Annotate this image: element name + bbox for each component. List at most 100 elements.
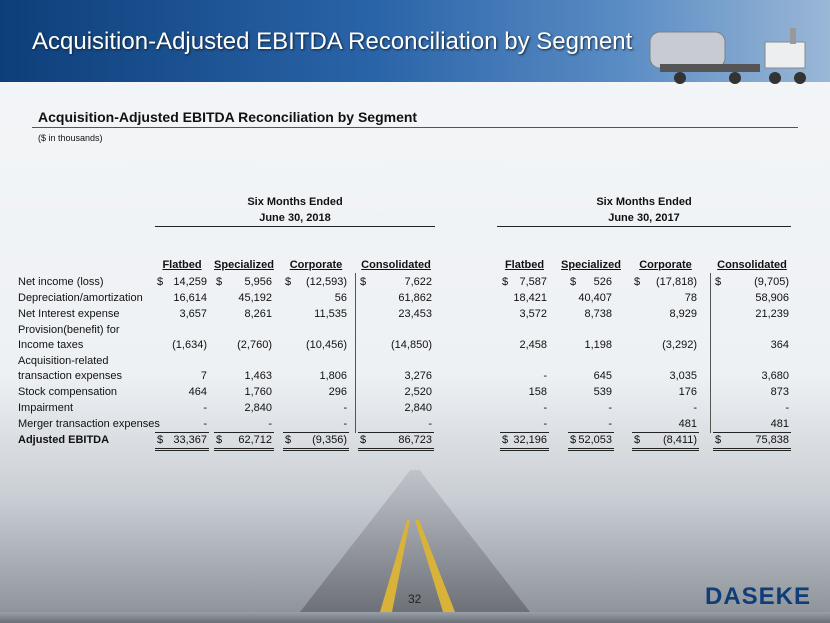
column-divider bbox=[710, 273, 711, 433]
cell-rule bbox=[214, 432, 274, 433]
cell-rule bbox=[568, 432, 614, 433]
cell-value: 32,196 bbox=[513, 434, 547, 446]
cell-value: (9,705) bbox=[754, 276, 789, 288]
road bbox=[300, 470, 530, 612]
cell-value: 158 bbox=[528, 386, 547, 398]
double-rule bbox=[358, 448, 434, 451]
column-divider bbox=[355, 273, 356, 433]
cell-value: 21,239 bbox=[755, 308, 789, 320]
cell-value: - bbox=[608, 402, 612, 414]
double-rule bbox=[500, 448, 549, 451]
cell-rule bbox=[713, 432, 791, 433]
cell-value: 2,840 bbox=[404, 402, 432, 414]
column-header: Specialized bbox=[561, 259, 621, 271]
cell-value: 11,535 bbox=[314, 308, 347, 320]
cell-value: 62,712 bbox=[238, 434, 272, 446]
cell-value: 3,035 bbox=[669, 370, 697, 382]
cell-value: (1,634) bbox=[172, 339, 207, 351]
cell-value: 7,622 bbox=[404, 276, 432, 288]
cell-rule bbox=[155, 432, 209, 433]
currency-sign: $ bbox=[502, 276, 509, 288]
cell-value: - bbox=[203, 418, 207, 430]
row-label: Impairment bbox=[18, 402, 74, 414]
cell-value: (12,593) bbox=[306, 276, 347, 288]
cell-value: - bbox=[543, 370, 547, 382]
double-rule bbox=[214, 448, 274, 451]
column-header: Consolidated bbox=[717, 259, 787, 271]
cell-value: 176 bbox=[678, 386, 697, 398]
cell-value: 52,053 bbox=[578, 434, 612, 446]
row-label: Acquisition-related bbox=[18, 355, 109, 367]
cell-value: 1,198 bbox=[584, 339, 612, 351]
cell-value: 296 bbox=[328, 386, 347, 398]
cell-value: 1,463 bbox=[244, 370, 272, 382]
double-rule bbox=[568, 448, 614, 451]
slide-title: Acquisition-Adjusted EBITDA Reconciliati… bbox=[32, 28, 633, 55]
cell-value: (3,292) bbox=[662, 339, 697, 351]
double-rule bbox=[283, 448, 349, 451]
cell-value: (2,760) bbox=[237, 339, 272, 351]
cell-value: 645 bbox=[593, 370, 612, 382]
cell-value: (9,356) bbox=[312, 434, 347, 446]
row-label: Merger transaction expenses bbox=[18, 418, 160, 430]
row-label: Provision(benefit) for bbox=[18, 324, 120, 336]
cell-value: - bbox=[428, 418, 432, 430]
cell-value: 481 bbox=[770, 418, 789, 430]
row-label: Net income (loss) bbox=[18, 276, 104, 288]
cell-value: 3,680 bbox=[761, 370, 789, 382]
footer-strip bbox=[0, 612, 830, 623]
cell-value: 3,657 bbox=[179, 308, 207, 320]
cell-rule bbox=[283, 432, 349, 433]
cell-value: 86,723 bbox=[398, 434, 432, 446]
cell-value: 873 bbox=[770, 386, 789, 398]
cell-value: 2,520 bbox=[404, 386, 432, 398]
cell-value: - bbox=[268, 418, 272, 430]
column-header: Corporate bbox=[639, 259, 692, 271]
double-rule bbox=[632, 448, 699, 451]
cell-value: (14,850) bbox=[391, 339, 432, 351]
cell-value: 23,453 bbox=[398, 308, 432, 320]
cell-value: 1,806 bbox=[319, 370, 347, 382]
group-rule bbox=[497, 226, 791, 227]
cell-value: 481 bbox=[678, 418, 697, 430]
cell-value: 2,840 bbox=[244, 402, 272, 414]
cell-value: 8,261 bbox=[244, 308, 272, 320]
cell-value: - bbox=[343, 418, 347, 430]
currency-sign: $ bbox=[715, 276, 722, 288]
cell-value: 1,760 bbox=[244, 386, 272, 398]
currency-sign: $ bbox=[715, 434, 722, 446]
group-date: June 30, 2018 bbox=[259, 212, 331, 224]
double-rule bbox=[713, 448, 791, 451]
currency-sign: $ bbox=[570, 276, 577, 288]
currency-sign: $ bbox=[157, 434, 164, 446]
column-header: Flatbed bbox=[504, 259, 545, 271]
column-header: Specialized bbox=[214, 259, 274, 271]
group-rule bbox=[155, 226, 435, 227]
currency-sign: $ bbox=[634, 434, 641, 446]
cell-rule bbox=[358, 432, 434, 433]
cell-value: 7 bbox=[200, 370, 207, 382]
logo: DASEKE bbox=[705, 583, 812, 610]
group-date: June 30, 2017 bbox=[608, 212, 680, 224]
cell-value: 14,259 bbox=[173, 276, 207, 288]
cell-value: 18,421 bbox=[513, 292, 547, 304]
group-period: Six Months Ended bbox=[247, 196, 343, 208]
cell-value: - bbox=[203, 402, 207, 414]
row-label: Income taxes bbox=[18, 339, 84, 351]
truck-illustration bbox=[649, 28, 806, 84]
currency-sign: $ bbox=[570, 434, 577, 446]
cell-value: 7,587 bbox=[519, 276, 547, 288]
currency-sign: $ bbox=[360, 276, 367, 288]
page-number: 32 bbox=[408, 592, 422, 606]
cell-value: - bbox=[343, 402, 347, 414]
cell-rule bbox=[500, 432, 549, 433]
column-header: Corporate bbox=[289, 259, 343, 271]
cell-value: 464 bbox=[188, 386, 207, 398]
currency-sign: $ bbox=[360, 434, 367, 446]
row-label: Stock compensation bbox=[18, 386, 118, 398]
cell-rule bbox=[632, 432, 699, 433]
cell-value: 61,862 bbox=[398, 292, 432, 304]
column-header: Flatbed bbox=[162, 259, 202, 271]
cell-value: 75,838 bbox=[755, 434, 789, 446]
